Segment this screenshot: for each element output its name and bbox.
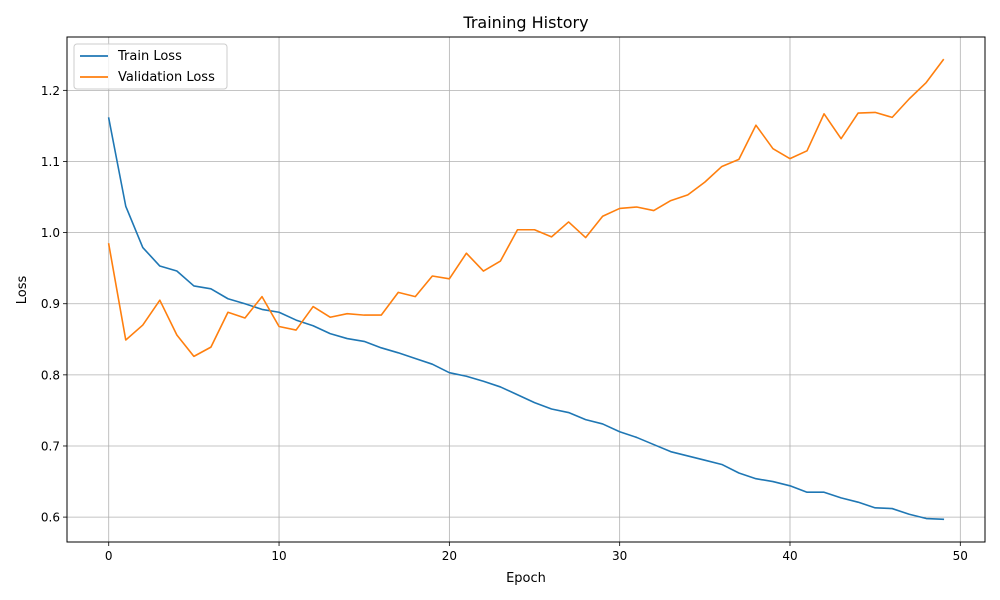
series-lines	[107, 58, 945, 521]
legend-box	[73, 43, 228, 90]
legend: Train Loss Validation Loss	[73, 43, 228, 90]
y-tick-label: 0.6	[41, 511, 60, 525]
series-line-validation-loss	[107, 58, 945, 358]
plot-area-frame	[66, 36, 986, 543]
x-tick-label: 40	[782, 549, 797, 563]
x-axis-ticks: 0 10 20 30 40 50	[105, 542, 968, 563]
y-tick-label: 1.0	[41, 226, 60, 240]
y-tick-label: 0.7	[41, 439, 60, 453]
x-tick-label: 20	[442, 549, 457, 563]
chart-title: Training History	[462, 13, 588, 32]
x-tick-label: 10	[271, 549, 286, 563]
y-tick-label: 1.2	[41, 84, 60, 98]
y-axis-ticks: 0.6 0.7 0.8 0.9 1.0 1.1 1.2	[41, 84, 67, 525]
grid	[67, 37, 985, 542]
x-axis-label: Epoch	[506, 571, 546, 586]
x-tick-label: 30	[612, 549, 627, 563]
x-tick-label: 0	[105, 549, 113, 563]
legend-label-train-loss: Train Loss	[117, 49, 182, 64]
series-line-train-loss	[107, 117, 945, 521]
y-tick-label: 0.8	[41, 368, 60, 382]
x-tick-label: 50	[953, 549, 968, 563]
y-axis-label: Loss	[15, 276, 30, 305]
y-tick-label: 1.1	[41, 155, 60, 169]
y-tick-label: 0.9	[41, 297, 60, 311]
legend-label-validation-loss: Validation Loss	[118, 70, 215, 85]
